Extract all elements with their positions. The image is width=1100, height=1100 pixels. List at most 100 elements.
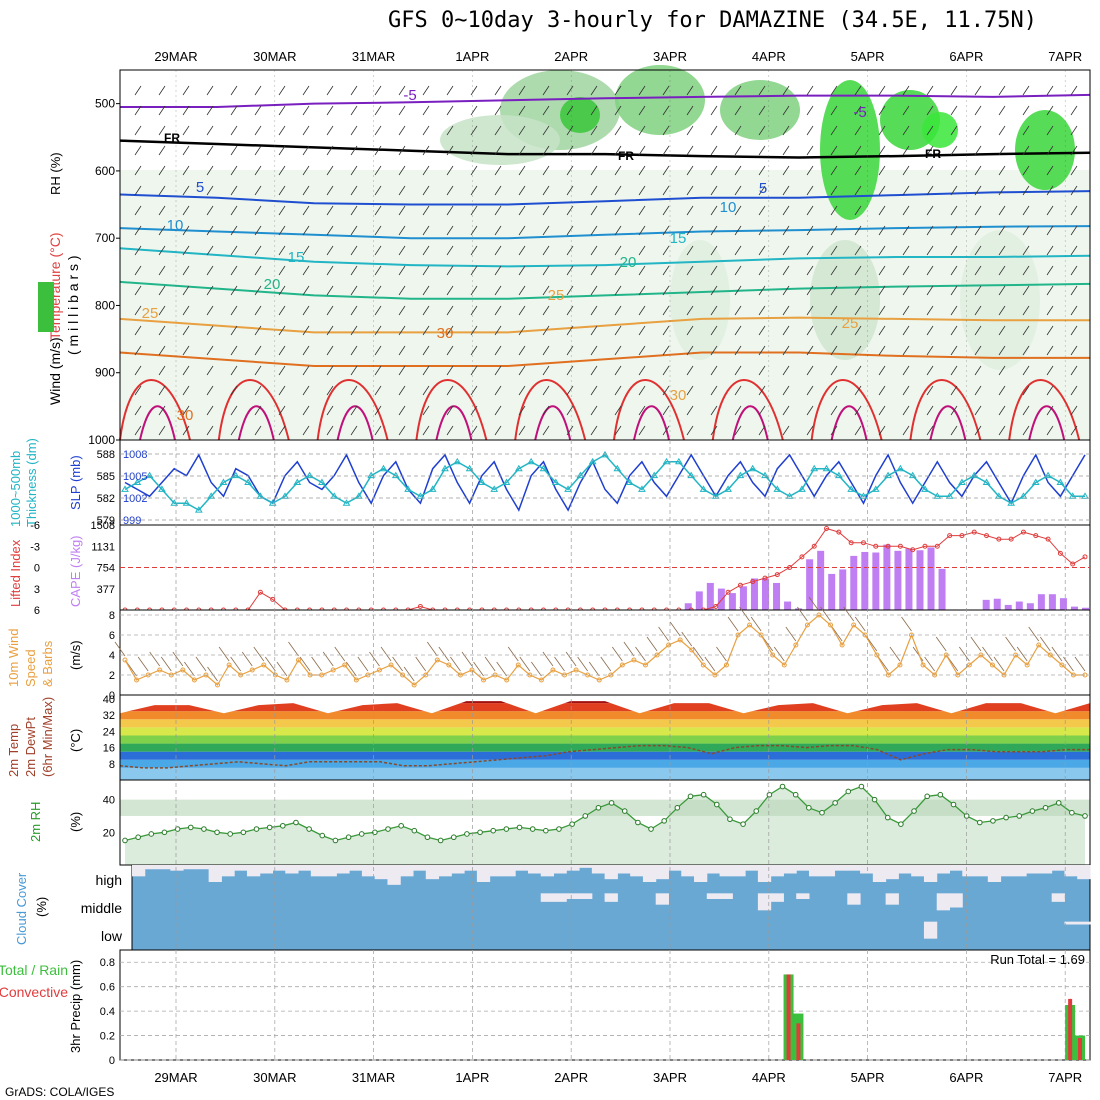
wind-barb (590, 145, 598, 156)
slp-tick: 999 (123, 515, 141, 527)
temp-band (120, 703, 1090, 712)
wind-barb-10m (924, 656, 935, 672)
wind-barb (614, 225, 622, 236)
wind-barb (1070, 125, 1078, 136)
wind-barb (1070, 245, 1078, 256)
wind-barb (638, 105, 646, 116)
wind-barb (470, 125, 478, 136)
wind-speed-marker (469, 667, 475, 673)
wind-speed-marker (353, 677, 359, 683)
wind-barb (182, 285, 190, 296)
wind-tick: 0 (109, 690, 115, 702)
wind-barb (278, 285, 286, 296)
wind-barb (374, 325, 382, 336)
wind-barb (494, 305, 502, 316)
wind-barb (398, 425, 406, 436)
wind-barb (374, 305, 382, 316)
wind-barb (926, 405, 934, 416)
li-marker (910, 547, 916, 553)
cloud-block-middle (1051, 893, 1065, 902)
rh-blob (820, 80, 880, 220)
wind-barb (254, 105, 262, 116)
wind-barb (710, 265, 718, 276)
wind-barb (494, 105, 502, 116)
cape-bar (773, 582, 781, 610)
wind-barb (1022, 425, 1030, 436)
wind-barb (1022, 225, 1030, 236)
wind-barb (158, 225, 166, 236)
wind-barb (830, 145, 838, 156)
wind-barb (398, 85, 406, 96)
wind-barb (374, 425, 382, 436)
wind-barb (734, 185, 742, 196)
wind-speed-marker (1024, 662, 1030, 668)
wind-barb (614, 425, 622, 436)
wind-barb-10m (415, 656, 427, 672)
wind-barb (470, 205, 478, 216)
wind-barb (422, 85, 430, 96)
rh-marker (529, 826, 536, 832)
wind-ylabel: Speed (23, 649, 38, 687)
rh-marker (832, 800, 838, 806)
wind-barb-10m (947, 656, 959, 672)
date-label-top: 1APR (455, 49, 489, 64)
wind-barb (998, 225, 1006, 236)
wind-speed-marker (376, 667, 382, 673)
temp-tick: 24 (103, 726, 115, 738)
rh-marker (595, 804, 602, 811)
wind-barb (1046, 145, 1054, 156)
temp-tick: 32 (103, 710, 115, 722)
wind-speed-marker (804, 622, 810, 628)
wind-barb (518, 105, 526, 116)
wind-barb (590, 225, 598, 236)
thickness-ylabel-group2: Thickness (dm) (24, 438, 39, 527)
wind-barb (422, 265, 430, 276)
rh-marker (1069, 809, 1075, 816)
wind-barb (566, 105, 574, 116)
wind-barb (950, 105, 958, 116)
wind-speed-marker (573, 667, 579, 673)
cloud-block-high (285, 865, 299, 874)
date-label-top: 7APR (1048, 49, 1082, 64)
isotherm-label: 20 (264, 276, 281, 293)
cloud-block-high (655, 865, 669, 880)
warm-contour (909, 379, 982, 441)
rh-marker (884, 814, 891, 821)
wind-barb (1070, 345, 1078, 356)
thickness-line-marker (613, 464, 622, 472)
pressure-tick: 800 (95, 298, 115, 312)
wind-ylabel: & Barbs (40, 640, 55, 687)
wind-barb (518, 165, 526, 176)
wind-barb-10m (646, 636, 658, 652)
wind-barb (1022, 185, 1030, 196)
wind-barb (470, 285, 478, 296)
wind-barb (830, 305, 838, 316)
rh-marker (648, 826, 654, 832)
temp-band (120, 751, 1090, 760)
cloud-block-high (387, 865, 401, 885)
thickness-line-marker (330, 492, 339, 499)
rh-marker (635, 819, 641, 826)
wind-barb (542, 285, 550, 296)
wind-barb (1022, 385, 1030, 396)
wind-barb (974, 345, 982, 356)
wind-barb (950, 225, 958, 236)
wind-barb (422, 185, 430, 196)
wind-barb (998, 125, 1006, 136)
isotherm-label: 25 (842, 315, 859, 332)
wind-barb (398, 165, 406, 176)
wind-barb (590, 365, 598, 376)
rh-marker (845, 788, 852, 795)
wind-barb (1070, 105, 1078, 116)
wind-barb (542, 245, 550, 256)
wind-barb (182, 145, 190, 156)
temp-band (120, 727, 1090, 736)
wind-barb (638, 325, 646, 336)
rh-marker (1003, 814, 1009, 821)
wind-speed-marker (989, 662, 995, 668)
li-marker (1045, 536, 1051, 542)
wind-barb (638, 245, 646, 256)
wind-barb (878, 325, 886, 336)
wind-barb (398, 125, 406, 136)
